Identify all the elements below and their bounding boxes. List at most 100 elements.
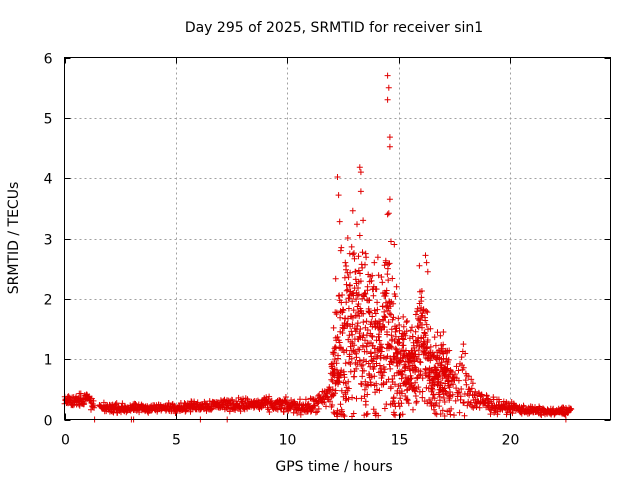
data-point: [374, 254, 381, 261]
data-point: [452, 371, 459, 378]
data-point: [427, 325, 434, 332]
data-point: [460, 341, 467, 348]
data-point: [407, 327, 414, 334]
data-point: [341, 274, 348, 281]
data-point: [360, 310, 367, 317]
data-point: [369, 272, 376, 279]
data-point: [431, 395, 438, 402]
y-tick-label: 4: [44, 172, 53, 188]
data-point: [206, 398, 213, 405]
data-point: [381, 262, 388, 269]
data-point: [226, 408, 233, 415]
data-point: [361, 290, 368, 297]
data-point: [343, 299, 350, 306]
data-point: [333, 309, 340, 316]
data-point: [374, 299, 381, 306]
data-point: [414, 305, 421, 312]
data-point: [394, 363, 401, 369]
data-point: [421, 340, 428, 347]
data-point: [368, 277, 375, 284]
data-point: [342, 360, 349, 367]
data-point: [337, 247, 344, 254]
data-point: [403, 347, 409, 354]
data-point: [394, 350, 401, 357]
data-point: [400, 336, 407, 343]
data-point: [431, 406, 437, 413]
data-point: [266, 393, 273, 400]
data-point: [453, 385, 460, 392]
data-point: [410, 406, 416, 413]
data-point: [418, 294, 425, 301]
data-point: [335, 192, 342, 199]
data-point: [237, 408, 244, 415]
data-point: [337, 372, 344, 379]
y-tick-label: 2: [44, 293, 53, 309]
data-point: [379, 372, 386, 379]
data-point: [362, 290, 369, 297]
data-point: [359, 373, 366, 380]
data-point: [438, 379, 445, 386]
data-point: [332, 387, 339, 394]
data-point: [366, 309, 373, 316]
data-point: [348, 243, 355, 250]
data-point: [435, 378, 442, 385]
data-point: [280, 408, 287, 415]
data-point: [447, 382, 453, 388]
data-point: [436, 397, 443, 404]
data-point: [416, 262, 423, 269]
data-point: [456, 409, 463, 416]
data-point: [403, 328, 410, 335]
data-point: [409, 324, 415, 331]
data-point: [417, 359, 424, 366]
data-point: [370, 292, 377, 299]
data-point: [392, 412, 399, 419]
data-point: [458, 386, 465, 392]
data-point: [452, 397, 459, 404]
x-tick-label: 20: [502, 433, 520, 449]
data-point: [371, 307, 378, 314]
data-point: [422, 252, 429, 259]
data-point: [384, 72, 391, 79]
data-point: [352, 268, 359, 275]
data-point: [396, 339, 403, 346]
data-point: [362, 337, 368, 344]
data-point: [388, 332, 395, 339]
y-tick-label: 6: [44, 52, 53, 68]
data-point: [357, 188, 364, 195]
data-point: [351, 373, 358, 380]
data-point: [77, 390, 84, 397]
data-point: [386, 196, 393, 203]
data-point: [424, 337, 431, 343]
x-tick-label: 0: [61, 433, 70, 449]
data-point: [329, 378, 336, 385]
data-point: [418, 288, 425, 294]
data-point: [402, 332, 409, 339]
data-point: [345, 396, 352, 403]
data-point: [440, 341, 447, 348]
data-point: [365, 360, 372, 367]
data-point: [355, 253, 362, 260]
data-point: [410, 358, 417, 365]
data-point: [379, 279, 386, 286]
axis-ticks: [64, 57, 611, 421]
data-point: [415, 384, 422, 391]
data-point: [380, 381, 387, 388]
data-point: [333, 360, 340, 367]
data-point: [337, 314, 344, 321]
data-point: [390, 409, 397, 416]
data-point: [332, 390, 338, 397]
data-point: [347, 282, 353, 289]
data-point: [405, 400, 412, 407]
data-point: [457, 393, 464, 400]
x-tick-label: 15: [391, 433, 409, 449]
data-point: [345, 305, 352, 312]
data-point: [355, 285, 361, 291]
data-point: [434, 329, 441, 336]
data-point: [373, 286, 380, 293]
data-point: [419, 310, 426, 317]
data-point: [339, 330, 346, 336]
data-point: [376, 337, 383, 344]
data-point: [446, 347, 453, 354]
data-point: [449, 369, 455, 376]
